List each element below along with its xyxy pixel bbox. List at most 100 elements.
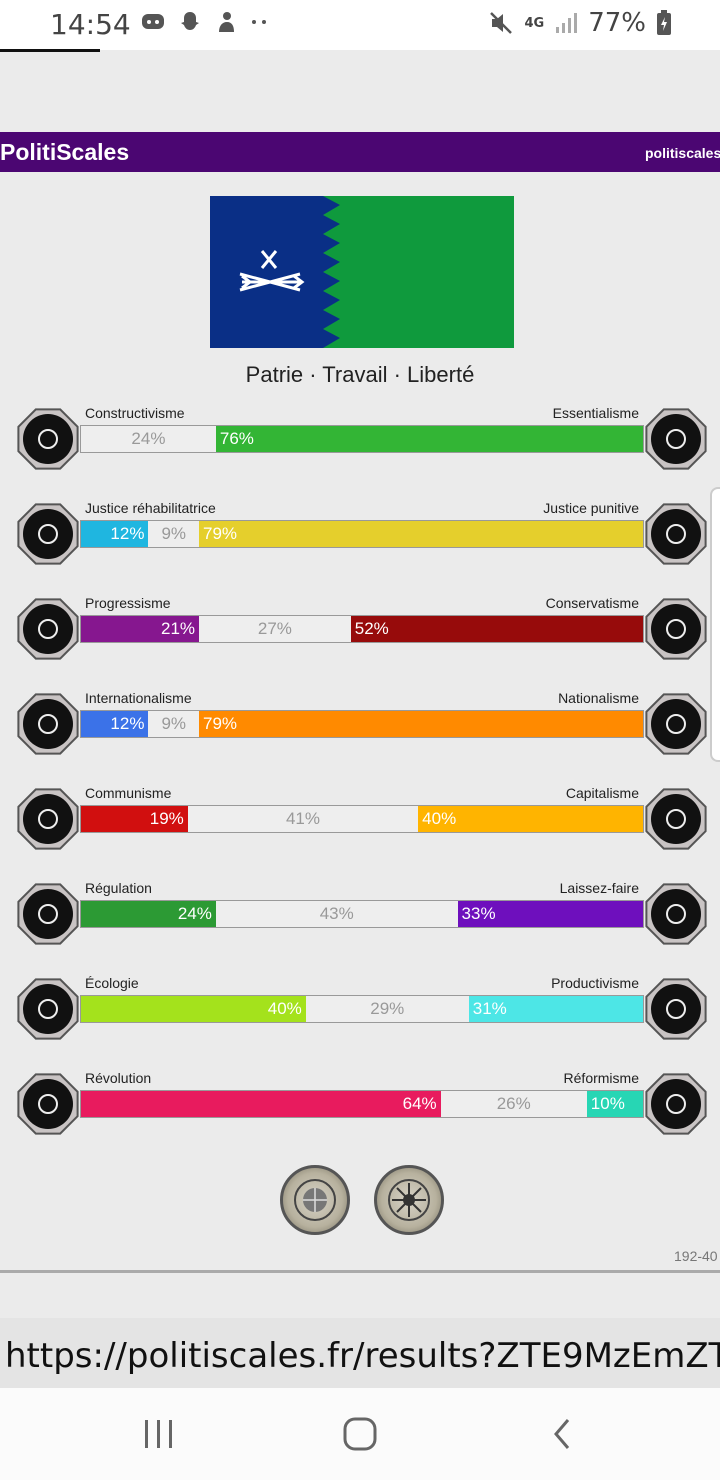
axis-row: Progressisme Conservatisme 21% 27% 52% [0, 595, 720, 675]
axis-neutral-segment: 9% [148, 521, 200, 547]
axis-right-segment: 31% [468, 996, 643, 1022]
snapchat-icon [181, 12, 199, 30]
axis-bar: 12% 9% 79% [80, 520, 644, 548]
globe-seal-icon [280, 1165, 350, 1235]
axis-right-segment: 76% [215, 426, 643, 452]
slogan-badges [280, 1165, 444, 1235]
axis-left-segment: 40% [81, 996, 306, 1022]
axis-left-label: Communisme [85, 785, 172, 801]
side-panel-handle[interactable] [710, 487, 720, 762]
money-bag-icon [645, 788, 707, 850]
axis-left-segment: 12% [81, 521, 149, 547]
axis-bar: 40% 29% 31% [80, 995, 644, 1023]
fist-icon [17, 1073, 79, 1135]
eye-icon [17, 408, 79, 470]
axis-neutral-segment: 24% [81, 426, 216, 452]
axis-neutral-segment: 29% [305, 996, 469, 1022]
axis-left-label: Écologie [85, 975, 139, 991]
axis-left-segment: 64% [81, 1091, 441, 1117]
status-time: 14:54 [50, 8, 131, 41]
system-icons: 4G 77% [488, 8, 672, 38]
parliament-icon [645, 1073, 707, 1135]
axis-right-segment: 33% [457, 901, 643, 927]
more-dots-icon [252, 20, 266, 24]
axis-right-label: Réformisme [563, 1070, 639, 1086]
axis-left-label: Justice réhabilitatrice [85, 500, 216, 516]
axis-bar: 21% 27% 52% [80, 615, 644, 643]
compass-seal-icon [374, 1165, 444, 1235]
sun-icon [17, 978, 79, 1040]
hourglass-icon [645, 598, 707, 660]
ruler-icon [17, 883, 79, 945]
axis-neutral-segment: 27% [199, 616, 351, 642]
axis-neutral-segment: 43% [215, 901, 458, 927]
axis-row: Écologie Productivisme 40% 29% 31% [0, 975, 720, 1055]
axis-neutral-segment: 26% [440, 1091, 587, 1117]
axis-neutral-segment: 41% [187, 806, 419, 832]
axis-right-segment: 52% [350, 616, 643, 642]
mute-icon [490, 12, 513, 34]
axis-right-segment: 79% [199, 711, 643, 737]
globe-icon [17, 693, 79, 755]
dna-flower-icon [645, 408, 707, 470]
axis-left-label: Régulation [85, 880, 152, 896]
handshake-icon [17, 503, 79, 565]
axis-right-label: Nationalisme [558, 690, 639, 706]
battery-percent: 77% [588, 8, 646, 38]
axis-left-label: Internationalisme [85, 690, 192, 706]
axis-bar: 24% 76% [80, 425, 644, 453]
axis-bar: 24% 43% 33% [80, 900, 644, 928]
butterfly-icon [645, 883, 707, 945]
axis-right-segment: 79% [199, 521, 643, 547]
axis-right-label: Essentialisme [552, 405, 639, 421]
axis-bar: 64% 26% 10% [80, 1090, 644, 1118]
axis-left-segment: 12% [81, 711, 149, 737]
generated-flag [210, 196, 514, 348]
axis-right-segment: 40% [418, 806, 643, 832]
axis-right-label: Conservatisme [545, 595, 639, 611]
flag-icon [645, 693, 707, 755]
brand-title: PolitiScales [0, 139, 130, 165]
rocket-icon [17, 598, 79, 660]
axis-row: Régulation Laissez-faire 24% 43% 33% [0, 880, 720, 960]
navigation-bar [0, 1388, 720, 1480]
axis-left-label: Progressisme [85, 595, 171, 611]
prison-bars-icon [645, 503, 707, 565]
axis-left-segment: 19% [81, 806, 188, 832]
results-card: PolitiScales politiscales.fr Patrie · Tr… [0, 130, 720, 1273]
recent-apps-icon[interactable] [143, 1416, 175, 1452]
back-icon[interactable] [550, 1416, 574, 1452]
axis-left-segment: 21% [81, 616, 200, 642]
network-type: 4G [524, 15, 545, 31]
axis-row: Internationalisme Nationalisme 12% 9% 79% [0, 690, 720, 770]
axis-right-label: Capitalisme [565, 785, 639, 801]
axis-left-segment: 24% [81, 901, 216, 927]
axis-right-segment: 10% [586, 1091, 643, 1117]
home-icon[interactable] [342, 1416, 378, 1452]
politiscales-banner: PolitiScales politiscales.fr [0, 132, 720, 172]
flag-motto: Patrie · Travail · Liberté [245, 362, 475, 387]
notification-icons [140, 10, 270, 34]
status-bar: 14:54 4G 77% [0, 0, 720, 50]
gear-icon [645, 978, 707, 1040]
hammer-sickle-icon [17, 788, 79, 850]
axis-left-label: Constructivisme [85, 405, 185, 421]
discord-icon [142, 14, 164, 29]
result-code: 192-40 [674, 1248, 718, 1264]
axis-row: Constructivisme Essentialisme 24% 76% [0, 405, 720, 485]
brand-site: politiscales.fr [645, 145, 720, 161]
axis-right-label: Productivisme [551, 975, 639, 991]
axis-row: Révolution Réformisme 64% 26% 10% [0, 1070, 720, 1150]
axis-right-label: Justice punitive [543, 500, 639, 516]
axis-right-label: Laissez-faire [559, 880, 639, 896]
url-text[interactable]: https://politiscales.fr/results?ZTE9MzEm… [5, 1336, 720, 1376]
clipped-heading-fragment [0, 30, 100, 52]
battery-icon [657, 10, 671, 35]
character-icon [219, 12, 234, 32]
address-bar[interactable]: https://politiscales.fr/results?ZTE9MzEm… [0, 1318, 720, 1388]
axis-row: Communisme Capitalisme 19% 41% 40% [0, 785, 720, 865]
axis-bar: 12% 9% 79% [80, 710, 644, 738]
axis-row: Justice réhabilitatrice Justice punitive 1… [0, 500, 720, 580]
signal-icon [556, 13, 578, 33]
axis-neutral-segment: 9% [148, 711, 200, 737]
